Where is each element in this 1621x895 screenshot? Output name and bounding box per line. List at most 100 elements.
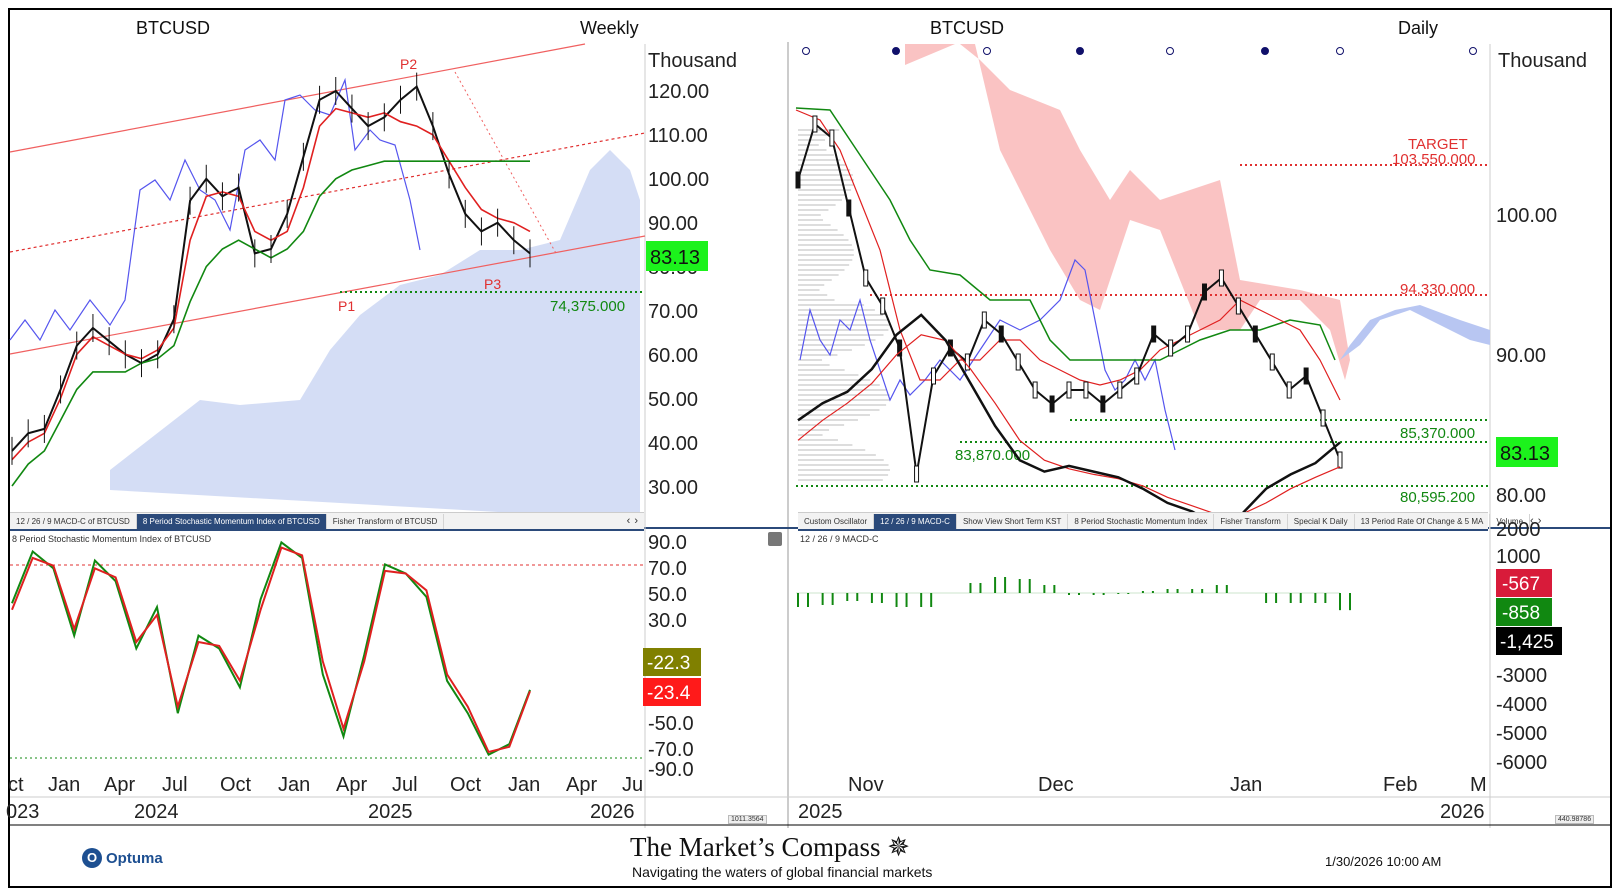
daily-x-axis: Nov Dec Jan Feb M 2025 2026 [798, 774, 1487, 823]
daily-candle [1049, 395, 1055, 413]
cycle-dot [802, 47, 810, 55]
smi-y-tick: -50.0 [648, 713, 694, 735]
weekly-support-label: 74,375.000 [550, 298, 625, 315]
daily-scale-readout[interactable]: 440.98786 [1555, 815, 1595, 824]
indicator-tab[interactable]: Show View Short Term KST [957, 513, 1069, 529]
support-2-label: 83,870.000 [955, 447, 1030, 464]
weekly-x-month: Jul [162, 774, 188, 796]
daily-candle [795, 171, 801, 189]
weekly-x-year: 023 [6, 801, 39, 823]
pivot-p1: P1 [338, 298, 355, 314]
indicator-tab[interactable]: 12 / 26 / 9 MACD-C of BTCUSD [10, 513, 137, 529]
daily-symbol: BTCUSD [930, 18, 1005, 38]
report-date: 1/30/2026 10:00 AM [1325, 854, 1442, 869]
cycle-dot [892, 47, 900, 55]
smi-value-a: -22.3 [647, 653, 690, 674]
weekly-x-month: Apr [336, 774, 367, 796]
weekly-y-tick: 40.00 [648, 433, 698, 455]
indicator-tab[interactable]: 13 Period Rate Of Change & 5 MA [1355, 513, 1491, 529]
tab-nav[interactable]: ‹ › [1530, 515, 1547, 527]
macd-value: -1,425 [1500, 632, 1554, 653]
weekly-x-axis: ct Jan Apr Jul Oct Jan Apr Jul Oct Jan Apr Ju 023 202… [6, 774, 643, 823]
indicator-tab[interactable]: 8 Period Stochastic Momentum Index [1068, 513, 1215, 529]
cycle-dot [983, 47, 991, 55]
macd-y-tick: -4000 [1496, 694, 1547, 716]
smi-y-tick: -70.0 [648, 739, 694, 761]
indicator-tab[interactable]: 12 / 26 / 9 MACD-C [874, 513, 957, 529]
macd-y-tick: 1000 [1496, 546, 1541, 568]
daily-last-price: 83.13 [1500, 443, 1550, 465]
daily-candle [863, 269, 869, 287]
smi-y-tick: -90.0 [648, 759, 694, 781]
daily-candle [1083, 381, 1089, 399]
daily-candle [1032, 381, 1038, 399]
weekly-scale-readout[interactable]: 1011.3564 [728, 815, 767, 824]
tab-nav[interactable]: ‹ › [627, 515, 644, 527]
daily-candle [1252, 325, 1258, 343]
indicator-tab[interactable]: Volume [1490, 513, 1531, 529]
daily-candle [1202, 283, 1207, 301]
chevron-left-icon[interactable]: ‹ [626, 515, 631, 527]
daily-candle [1015, 353, 1021, 371]
daily-candle [812, 115, 818, 133]
lock-icon[interactable] [768, 532, 782, 546]
daily-candle [1100, 395, 1106, 413]
weekly-period: Weekly [580, 18, 639, 38]
weekly-x-year: 2024 [134, 801, 179, 823]
optuma-icon: O [82, 848, 102, 868]
weekly-x-month: Ju [622, 774, 643, 796]
macd-title: 12 / 26 / 9 MACD-C [800, 534, 879, 544]
daily-candle [1286, 381, 1292, 399]
smi-y-tick: 70.0 [648, 558, 687, 580]
macd-y-tick: -5000 [1496, 723, 1547, 745]
indicator-tab[interactable]: Fisher Transform [1214, 513, 1288, 529]
smi-title: 8 Period Stochastic Momentum Index of BT… [12, 534, 212, 544]
macd-y-tick: -3000 [1496, 665, 1547, 687]
weekly-x-month: Oct [450, 774, 482, 796]
indicator-tab[interactable]: Fisher Transform of BTCUSD [327, 513, 445, 529]
weekly-x-month: Jan [278, 774, 310, 796]
daily-period: Daily [1398, 18, 1439, 38]
resistance-label: 94,330.000 [1400, 281, 1475, 298]
daily-candle [1168, 339, 1174, 357]
cycle-dot [1166, 47, 1174, 55]
weekly-x-month: Jan [508, 774, 540, 796]
daily-candle [964, 353, 970, 371]
weekly-y-tick: 30.00 [648, 477, 698, 499]
weekly-price-panel: P2 P1 P3 74,375.000 Thousand 120.00 110.0… [9, 43, 737, 520]
indicator-tab[interactable]: Special K Daily [1288, 513, 1355, 529]
indicator-tab[interactable]: Custom Oscillator [798, 513, 875, 529]
weekly-last-price: 83.13 [650, 247, 700, 269]
daily-price-panel: TARGET 103,550.000 94,330.000 85,370.000… [795, 44, 1587, 507]
support-1-label: 85,370.000 [1400, 425, 1475, 442]
weekly-y-tick: 70.00 [648, 301, 698, 323]
cycle-dot [1336, 47, 1344, 55]
weekly-x-month: Apr [566, 774, 597, 796]
daily-candle [981, 311, 987, 329]
daily-candle [1151, 325, 1157, 343]
daily-y-tick: 100.00 [1496, 205, 1557, 227]
chevron-right-icon[interactable]: › [634, 515, 638, 527]
chevron-left-icon[interactable]: ‹ [1530, 515, 1534, 527]
macd-y-tick: -6000 [1496, 752, 1547, 774]
daily-x-year: 2026 [1440, 801, 1485, 823]
daily-candle [1066, 381, 1072, 399]
daily-candle [846, 199, 852, 217]
target-value: 103,550.000 [1392, 151, 1475, 168]
macd-panel: 12 / 26 / 9 MACD-C 20001000-3000-4000-50… [796, 313, 1562, 774]
weekly-symbol: BTCUSD [136, 18, 211, 38]
chevron-right-icon[interactable]: › [1537, 515, 1542, 527]
pivot-p3: P3 [484, 276, 501, 292]
daily-candle [1134, 367, 1140, 385]
daily-candle [998, 325, 1004, 343]
weekly-x-year: 2025 [368, 801, 413, 823]
macd-signal-value: -567 [1502, 574, 1540, 595]
macd-histogram [797, 577, 1351, 611]
compass-icon: ✵ [887, 832, 910, 862]
weekly-axis-unit: Thousand [648, 50, 737, 72]
daily-indicator-tabs: Custom Oscillator 12 / 26 / 9 MACD-C Show … [798, 512, 1541, 531]
daily-candle [1117, 381, 1123, 399]
indicator-tab[interactable]: 8 Period Stochastic Momentum Index of BT… [136, 513, 327, 529]
